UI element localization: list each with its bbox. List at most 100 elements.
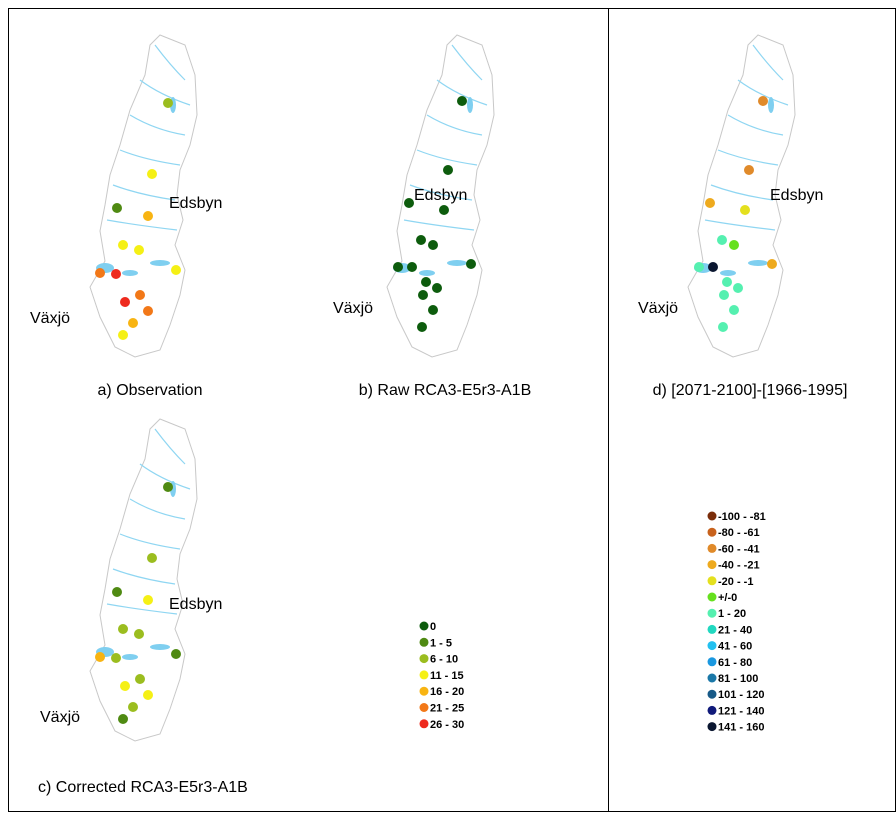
station-dot bbox=[135, 674, 145, 684]
legend-label: +/-0 bbox=[718, 592, 737, 604]
legend-label: 26 - 30 bbox=[430, 719, 464, 731]
station-dot bbox=[147, 169, 157, 179]
station-dot bbox=[404, 198, 414, 208]
legend-label: -20 - -1 bbox=[718, 576, 753, 588]
legend-swatch bbox=[419, 621, 429, 631]
station-dot bbox=[421, 277, 431, 287]
station-dot bbox=[171, 649, 181, 659]
station-dot bbox=[143, 690, 153, 700]
legend-label: -80 - -61 bbox=[718, 527, 760, 539]
city-label: Edsbyn bbox=[414, 187, 467, 204]
legend-label: 21 - 25 bbox=[430, 703, 464, 715]
legend-swatch bbox=[707, 608, 717, 618]
station-dot bbox=[428, 240, 438, 250]
legend-label: 21 - 40 bbox=[718, 624, 752, 636]
legend-label: 1 - 20 bbox=[718, 608, 746, 620]
legend-swatch bbox=[707, 576, 717, 586]
legend-label: 16 - 20 bbox=[430, 686, 464, 698]
legend-swatch bbox=[707, 560, 717, 570]
station-dot bbox=[722, 277, 732, 287]
city-label: Edsbyn bbox=[169, 596, 222, 613]
legend-swatch bbox=[707, 527, 717, 537]
legend-label: 121 - 140 bbox=[718, 705, 764, 717]
station-dot bbox=[729, 305, 739, 315]
station-dot bbox=[432, 283, 442, 293]
legend-swatch bbox=[419, 637, 429, 647]
station-dot bbox=[95, 652, 105, 662]
station-dot bbox=[729, 240, 739, 250]
legend-swatch bbox=[419, 654, 429, 664]
station-dot bbox=[135, 290, 145, 300]
station-dot bbox=[393, 262, 403, 272]
map-caption: d) [2071-2100]-[1966-1995] bbox=[653, 382, 848, 399]
station-dot bbox=[416, 235, 426, 245]
city-label: Växjö bbox=[333, 300, 373, 317]
station-dot bbox=[118, 330, 128, 340]
city-label: Edsbyn bbox=[169, 195, 222, 212]
station-dot bbox=[417, 322, 427, 332]
legend-label: 41 - 60 bbox=[718, 641, 752, 653]
legend-label: 0 bbox=[430, 621, 436, 633]
legend-label: 101 - 120 bbox=[718, 689, 764, 701]
station-dot bbox=[147, 553, 157, 563]
station-dot bbox=[111, 269, 121, 279]
station-dot bbox=[708, 262, 718, 272]
legend-swatch bbox=[707, 673, 717, 683]
legend-label: 141 - 160 bbox=[718, 722, 764, 734]
station-dot bbox=[111, 653, 121, 663]
station-dot bbox=[143, 211, 153, 221]
city-label: Växjö bbox=[40, 709, 80, 726]
legend-swatch bbox=[419, 670, 429, 680]
station-dot bbox=[418, 290, 428, 300]
station-dot bbox=[112, 587, 122, 597]
station-dot bbox=[95, 268, 105, 278]
station-dot bbox=[128, 318, 138, 328]
legend-swatch bbox=[707, 705, 717, 715]
legend-label: -40 - -21 bbox=[718, 560, 760, 572]
legend-swatch bbox=[419, 703, 429, 712]
station-dot bbox=[740, 205, 750, 215]
legend-swatch bbox=[707, 592, 717, 602]
map-caption: a) Observation bbox=[98, 382, 203, 399]
legend-swatch bbox=[707, 689, 717, 699]
map-caption: b) Raw RCA3-E5r3-A1B bbox=[359, 382, 532, 399]
legend-label: -100 - -81 bbox=[718, 511, 766, 523]
station-dot bbox=[744, 165, 754, 175]
station-dot bbox=[758, 96, 768, 106]
station-dot bbox=[719, 290, 729, 300]
legend-label: 1 - 5 bbox=[430, 637, 452, 649]
legend-swatch bbox=[707, 624, 717, 634]
legend-label: -60 - -41 bbox=[718, 543, 760, 555]
station-dot bbox=[118, 624, 128, 634]
legend-swatch bbox=[707, 511, 717, 521]
station-dot bbox=[428, 305, 438, 315]
city-label: Växjö bbox=[638, 300, 678, 317]
station-dot bbox=[767, 259, 777, 269]
station-dot bbox=[439, 205, 449, 215]
city-label: Växjö bbox=[30, 310, 70, 327]
station-dot bbox=[112, 203, 122, 213]
station-dot bbox=[694, 262, 704, 272]
station-dot bbox=[171, 265, 181, 275]
station-dot bbox=[718, 322, 728, 332]
station-dot bbox=[163, 98, 173, 108]
legend-swatch bbox=[707, 543, 717, 553]
station-dot bbox=[466, 259, 476, 269]
station-dot bbox=[120, 297, 130, 307]
station-dot bbox=[717, 235, 727, 245]
legend-label: 11 - 15 bbox=[430, 670, 464, 682]
station-dot bbox=[733, 283, 743, 293]
station-dot bbox=[118, 714, 128, 724]
station-dot bbox=[134, 245, 144, 255]
legend-label: 61 - 80 bbox=[718, 657, 752, 669]
legend-swatch bbox=[707, 641, 717, 651]
station-dot bbox=[143, 306, 153, 316]
legend-swatch bbox=[707, 657, 717, 667]
city-label: Edsbyn bbox=[770, 187, 823, 204]
map-outline bbox=[89, 418, 198, 742]
legend-swatch bbox=[419, 719, 429, 729]
legend-swatch bbox=[707, 722, 717, 732]
legend-label: 6 - 10 bbox=[430, 654, 458, 666]
station-dot bbox=[407, 262, 417, 272]
